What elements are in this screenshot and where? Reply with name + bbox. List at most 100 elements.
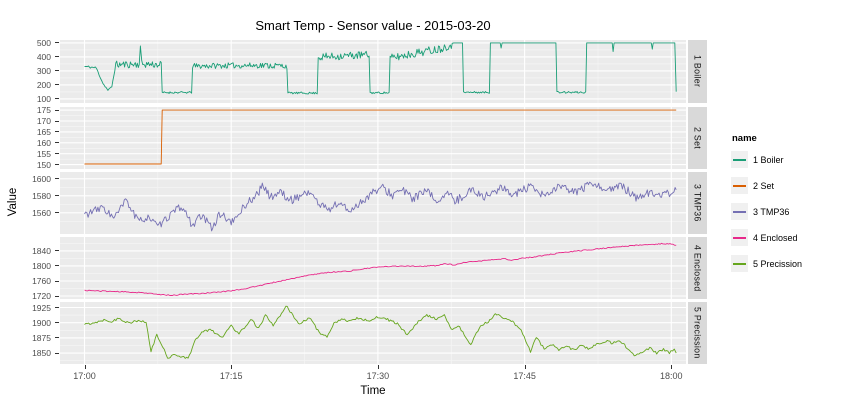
y-tick-label: 1580 bbox=[32, 190, 51, 201]
y-tick-mark bbox=[55, 120, 59, 122]
y-tick-label: 1800 bbox=[32, 260, 51, 271]
y-tick-mark bbox=[55, 164, 59, 166]
facet-panel-precission bbox=[60, 302, 686, 364]
y-tick-label: 160 bbox=[36, 137, 51, 148]
facet-strip-label: 4 Enclosed bbox=[692, 244, 703, 292]
facet-row-boiler: 100 200 300 400 500 1 Boiler bbox=[0, 37, 847, 104]
x-tick-mark bbox=[84, 365, 86, 369]
y-tick-mark bbox=[55, 295, 59, 297]
legend-entry-label: 3 TMP36 bbox=[753, 206, 790, 217]
legend-title: name bbox=[732, 133, 757, 144]
facet-strip-label: 3 TMP36 bbox=[692, 184, 703, 222]
y-tick-mark bbox=[55, 178, 59, 180]
y-tick-label: 1900 bbox=[32, 317, 51, 328]
y-tick-mark bbox=[55, 142, 59, 144]
legend-entry: 4 Enclosed bbox=[731, 229, 843, 246]
y-tick-mark bbox=[55, 280, 59, 282]
y-tick-label: 1760 bbox=[32, 276, 51, 286]
y-tick-label: 1850 bbox=[32, 348, 51, 359]
facet-strip-label: 2 Set bbox=[692, 126, 703, 150]
y-tick-label: 170 bbox=[36, 116, 51, 126]
chart-title: Smart Temp - Sensor value - 2015-03-20 bbox=[255, 18, 491, 33]
y-tick-mark bbox=[55, 307, 59, 308]
y-tick-label: 300 bbox=[36, 65, 51, 76]
y-axis-ticks: 1560 1580 1600 bbox=[0, 172, 60, 234]
y-tick-label: 1875 bbox=[32, 332, 51, 343]
facet-panel-boiler bbox=[60, 40, 686, 103]
y-tick-mark bbox=[55, 70, 59, 72]
y-axis-ticks: 150 155 160 165 170 175 bbox=[0, 105, 60, 170]
facet-strip-tmp36: 3 TMP36 bbox=[688, 172, 707, 234]
y-tick-mark bbox=[55, 56, 59, 58]
legend-key-line-icon bbox=[733, 263, 746, 265]
legend-entry: 3 TMP36 bbox=[731, 203, 843, 220]
y-tick-mark bbox=[55, 265, 59, 267]
facet-row-tmp36: 1560 1580 1600 3 TMP36 bbox=[0, 172, 847, 234]
facet-strip-enclosed: 4 Enclosed bbox=[688, 237, 707, 299]
y-tick-label: 500 bbox=[36, 37, 51, 48]
y-axis-ticks: 100 200 300 400 500 bbox=[0, 37, 60, 104]
y-tick-label: 165 bbox=[36, 126, 51, 137]
legend-entry: 5 Precission bbox=[731, 255, 843, 272]
legend-entry-label: 5 Precission bbox=[753, 258, 803, 269]
legend-entry-label: 1 Boiler bbox=[753, 154, 784, 165]
y-tick-label: 200 bbox=[36, 79, 51, 90]
facet-panel-tmp36 bbox=[60, 172, 686, 234]
x-tick-mark bbox=[671, 365, 673, 369]
y-tick-label: 1560 bbox=[32, 207, 51, 218]
y-tick-mark bbox=[55, 352, 59, 354]
legend-key-swatch bbox=[731, 151, 748, 168]
x-tick-mark bbox=[231, 365, 233, 369]
y-tick-mark bbox=[55, 84, 59, 86]
legend-key-swatch bbox=[731, 229, 748, 246]
legend-entry: 2 Set bbox=[731, 177, 843, 194]
y-tick-mark bbox=[55, 98, 59, 100]
y-tick-label: 155 bbox=[36, 148, 51, 159]
legend-key-line-icon bbox=[733, 211, 746, 213]
facet-strip-boiler: 1 Boiler bbox=[688, 40, 707, 103]
x-axis-title: Time bbox=[360, 385, 386, 397]
x-tick-mark bbox=[377, 365, 379, 369]
y-tick-mark bbox=[55, 109, 59, 111]
facet-strip-set: 2 Set bbox=[688, 107, 707, 169]
legend-entry-label: 2 Set bbox=[753, 180, 775, 191]
y-tick-mark bbox=[55, 195, 59, 197]
legend-key-line-icon bbox=[733, 237, 746, 239]
facet-strip-label: 1 Boiler bbox=[692, 55, 703, 88]
y-tick-mark bbox=[55, 322, 59, 324]
y-tick-mark bbox=[55, 131, 59, 133]
x-tick-mark bbox=[524, 365, 526, 369]
y-axis-ticks: 1850 1875 1900 1925 bbox=[0, 302, 60, 364]
legend-key-line-icon bbox=[733, 185, 746, 187]
facet-row-precission: 1850 1875 1900 1925 5 Precission bbox=[0, 302, 847, 364]
x-axis: 17:00 17:15 17:30 17:45 18:00 bbox=[0, 364, 847, 394]
y-tick-mark bbox=[55, 337, 59, 339]
x-tick-label: 17:15 bbox=[219, 371, 243, 381]
y-tick-mark bbox=[55, 250, 59, 252]
facet-panel-enclosed bbox=[60, 237, 686, 299]
y-tick-label: 1600 bbox=[32, 173, 51, 184]
y-tick-label: 1720 bbox=[32, 291, 51, 301]
legend-key-swatch bbox=[731, 177, 748, 194]
legend-entry: 1 Boiler bbox=[731, 151, 843, 168]
legend-key-line-icon bbox=[733, 159, 746, 161]
y-tick-label: 150 bbox=[36, 159, 51, 170]
x-tick-label: 17:45 bbox=[513, 371, 536, 381]
y-tick-label: 400 bbox=[36, 51, 51, 62]
facet-strip-precission: 5 Precission bbox=[688, 302, 707, 364]
legend-entry-label: 4 Enclosed bbox=[753, 232, 798, 243]
legend-key-swatch bbox=[731, 203, 748, 220]
y-tick-label: 100 bbox=[36, 93, 51, 104]
x-tick-label: 17:30 bbox=[366, 371, 390, 381]
legend-key-swatch bbox=[731, 255, 748, 272]
y-tick-label: 175 bbox=[36, 105, 51, 116]
x-tick-label: 17:00 bbox=[73, 371, 96, 381]
facet-panel-set bbox=[60, 107, 686, 169]
y-tick-mark bbox=[55, 153, 59, 155]
facet-strip-label: 5 Precission bbox=[692, 307, 703, 359]
y-tick-label: 1925 bbox=[32, 302, 51, 313]
y-tick-mark bbox=[55, 42, 59, 44]
y-axis-ticks: 1720 1760 1800 1840 bbox=[0, 237, 60, 301]
x-tick-label: 18:00 bbox=[660, 371, 683, 381]
